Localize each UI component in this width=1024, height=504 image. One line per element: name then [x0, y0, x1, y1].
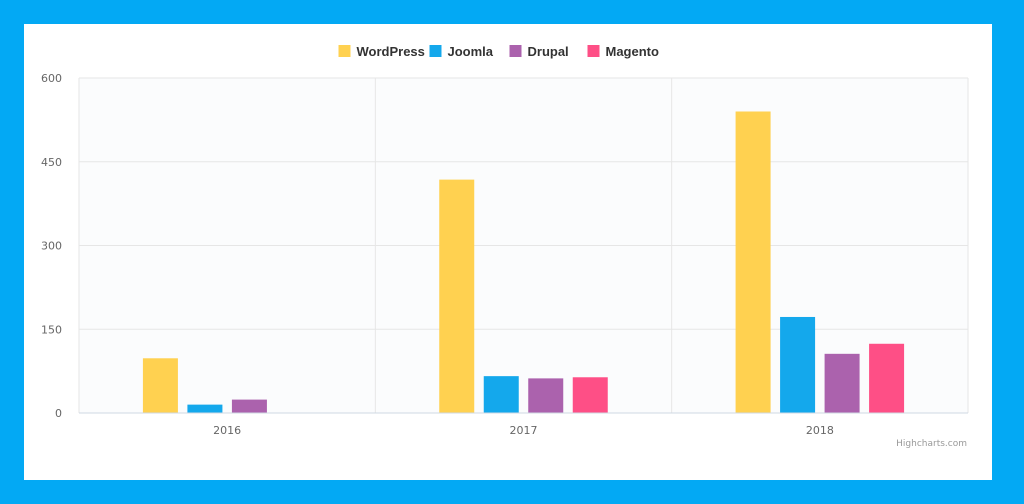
- bar-joomla-2018[interactable]: [780, 316, 816, 413]
- legend-label: Magento: [606, 44, 660, 59]
- x-tick-label: 2018: [806, 424, 834, 437]
- y-tick-label: 450: [41, 156, 62, 169]
- axes: 0 150 300 450 600 2016 2017 2018: [41, 72, 968, 437]
- chart-credit[interactable]: Highcharts.com: [896, 439, 967, 449]
- bar-wordpress-2016[interactable]: [142, 358, 178, 413]
- legend-swatch: [587, 45, 600, 57]
- bar-magento-2017[interactable]: [572, 377, 608, 413]
- x-tick-label: 2017: [510, 424, 538, 437]
- legend-item-magento[interactable]: Magento: [587, 44, 660, 59]
- y-tick-label: 150: [41, 323, 62, 336]
- legend-swatch: [429, 45, 442, 57]
- legend-swatch: [338, 45, 351, 57]
- y-tick-label: 300: [41, 240, 62, 253]
- legend-item-wordpress[interactable]: WordPress: [338, 44, 425, 59]
- legend-swatch: [509, 45, 522, 57]
- bar-magento-2018[interactable]: [869, 343, 905, 413]
- legend-item-drupal[interactable]: Drupal: [509, 44, 569, 59]
- bars: [142, 111, 905, 414]
- legend-label: Drupal: [528, 44, 569, 59]
- y-tick-label: 600: [41, 72, 62, 85]
- bar-chart: 0 150 300 450 600 2016 2017 2018 WordPress Jooml…: [41, 44, 969, 449]
- legend-label: WordPress: [357, 44, 425, 59]
- legend[interactable]: WordPress Joomla Drupal Magento: [338, 44, 660, 59]
- bar-wordpress-2017[interactable]: [439, 179, 475, 413]
- x-tick-label: 2016: [213, 424, 241, 437]
- bar-joomla-2017[interactable]: [483, 376, 519, 413]
- chart-card: 0 150 300 450 600 2016 2017 2018 WordPress Jooml…: [24, 24, 992, 480]
- bar-drupal-2017[interactable]: [528, 378, 564, 413]
- legend-item-joomla[interactable]: Joomla: [429, 44, 494, 59]
- bar-drupal-2016[interactable]: [231, 399, 267, 413]
- y-tick-label: 0: [55, 407, 62, 420]
- bar-drupal-2018[interactable]: [824, 353, 860, 413]
- bar-wordpress-2018[interactable]: [735, 111, 771, 414]
- bar-joomla-2016[interactable]: [187, 404, 223, 413]
- legend-label: Joomla: [448, 44, 494, 59]
